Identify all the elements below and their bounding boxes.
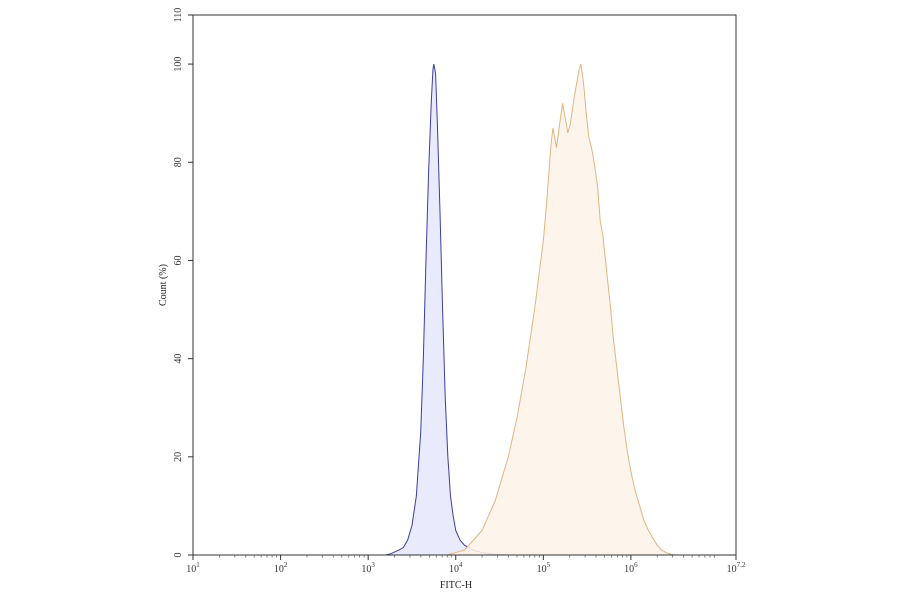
axes-layer (192, 14, 737, 556)
y-tick-label: 0 (173, 553, 184, 558)
x-tick-label: 104 (449, 561, 463, 575)
plot-frame (192, 14, 737, 556)
y-axis-title: Count (%) (158, 264, 169, 306)
x-tick-label: 102 (274, 561, 288, 575)
x-axis-title: FITC-H (440, 580, 472, 591)
series-layer (280, 63, 736, 556)
x-tick-label: 103 (361, 561, 375, 575)
y-tick-label: 60 (173, 255, 184, 265)
y-tick-label: 40 (173, 354, 184, 364)
y-tick-label: 110 (173, 8, 184, 23)
x-tick-label: 105 (537, 561, 551, 575)
y-tick-label: 20 (173, 452, 184, 462)
x-tick-label: 107.2 (727, 561, 746, 575)
x-tick-label: 106 (624, 561, 638, 575)
series-1-line (280, 64, 736, 556)
ticks-layer: 101 102 103 104 105 106 107.2 0 20 40 60 80 100 110 (173, 8, 746, 575)
y-tick-label: 80 (173, 157, 184, 167)
x-tick-label: 101 (186, 561, 200, 575)
series-2-area (368, 64, 736, 555)
series-2-line (368, 63, 736, 556)
y-tick-label: 100 (173, 57, 184, 72)
